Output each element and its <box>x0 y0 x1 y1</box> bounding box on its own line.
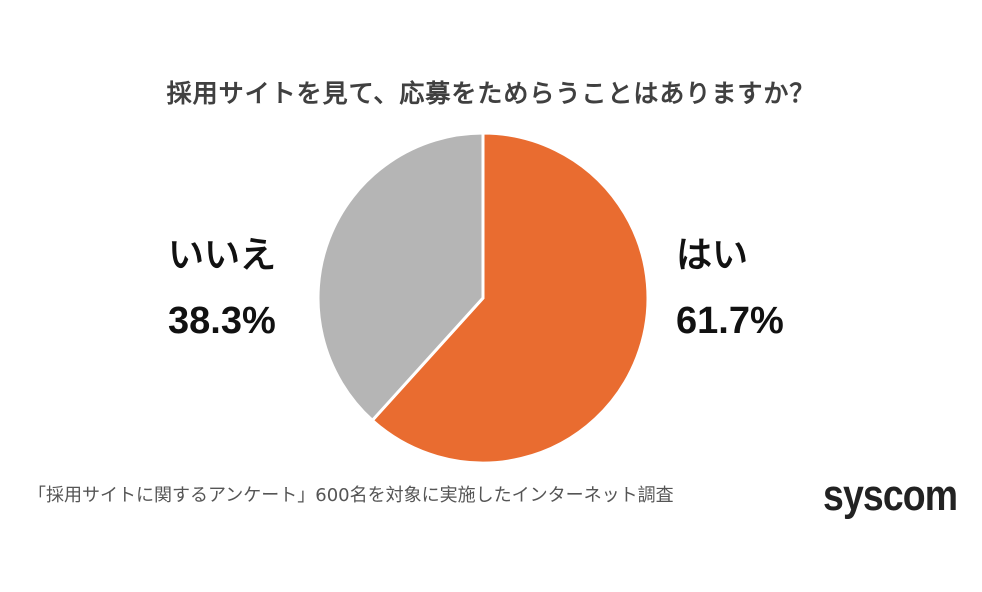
survey-footnote: 「採用サイトに関するアンケート」600名を対象に実施したインターネット調査 <box>28 485 674 506</box>
label-no: いいえ 38.3% <box>168 226 276 343</box>
label-yes-name: はい <box>676 235 749 276</box>
label-no-name: いいえ <box>168 235 277 276</box>
label-yes: はい 61.7% <box>676 226 784 343</box>
pie-slice-no <box>316 131 485 423</box>
label-yes-percent: 61.7% <box>676 300 784 342</box>
chart-title: 採用サイトを見て、応募をためらうことはありますか？ <box>166 79 816 108</box>
syscom-logo: syscom <box>823 471 958 520</box>
pie-slice-yes <box>370 131 650 465</box>
label-no-percent: 38.3% <box>168 300 276 342</box>
